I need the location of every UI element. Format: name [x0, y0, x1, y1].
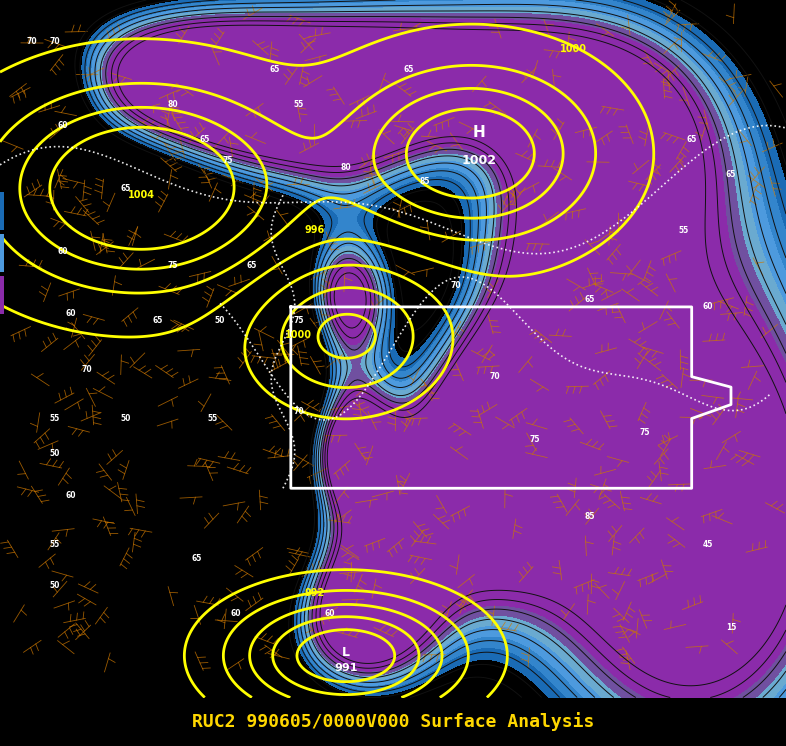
Text: 50: 50 [50, 581, 61, 590]
Text: 75: 75 [222, 156, 233, 165]
Text: 55: 55 [50, 414, 61, 423]
Text: 50: 50 [215, 316, 226, 325]
Text: 1002: 1002 [462, 154, 497, 167]
Text: 55: 55 [50, 539, 61, 548]
Text: 55: 55 [293, 100, 304, 109]
Text: 991: 991 [334, 663, 358, 673]
Text: 85: 85 [584, 512, 595, 521]
Text: 1000: 1000 [560, 44, 587, 54]
Text: 50: 50 [120, 414, 131, 423]
Bar [0, 233, 4, 272]
Text: 55: 55 [678, 226, 689, 235]
Text: 60: 60 [65, 491, 76, 500]
Text: 50: 50 [50, 449, 61, 458]
Text: 70: 70 [50, 37, 61, 46]
Text: 1000: 1000 [285, 330, 312, 340]
Text: 1004: 1004 [128, 190, 155, 201]
Text: 75: 75 [293, 316, 304, 325]
Text: 65: 65 [584, 295, 595, 304]
Text: 65: 65 [403, 65, 414, 75]
Text: 70: 70 [490, 372, 501, 381]
Text: 65: 65 [120, 184, 131, 192]
Text: 60: 60 [325, 609, 336, 618]
Text: 65: 65 [725, 170, 736, 179]
Text: 65: 65 [199, 135, 210, 144]
Text: 996: 996 [304, 225, 325, 235]
Text: 70: 70 [450, 281, 461, 290]
Text: 80: 80 [340, 163, 351, 172]
Text: 70: 70 [26, 37, 37, 46]
Text: RUC2 990605/0000V000 Surface Analysis: RUC2 990605/0000V000 Surface Analysis [192, 712, 594, 731]
Text: 992: 992 [304, 588, 325, 598]
Text: 65: 65 [246, 260, 257, 269]
Text: 15: 15 [725, 623, 736, 633]
Text: 65: 65 [152, 316, 163, 325]
Text: 70: 70 [293, 407, 304, 416]
Text: 60: 60 [65, 310, 76, 319]
Text: 75: 75 [167, 260, 178, 269]
Text: H: H [473, 125, 486, 140]
Text: 60: 60 [230, 609, 241, 618]
Text: 65: 65 [270, 65, 281, 75]
Text: 80: 80 [167, 100, 178, 109]
Text: L: L [342, 646, 350, 659]
Text: 45: 45 [702, 539, 713, 548]
Text: 65: 65 [686, 135, 697, 144]
Text: 60: 60 [57, 247, 68, 256]
Text: 55: 55 [207, 414, 218, 423]
Text: 70: 70 [81, 366, 92, 374]
Text: 75: 75 [639, 428, 650, 437]
Text: 65: 65 [191, 554, 202, 562]
Bar [0, 192, 4, 231]
Text: 60: 60 [702, 302, 713, 311]
Text: 60: 60 [57, 121, 68, 130]
Text: 75: 75 [529, 435, 540, 444]
Bar [0, 275, 4, 314]
Text: 85: 85 [419, 177, 430, 186]
